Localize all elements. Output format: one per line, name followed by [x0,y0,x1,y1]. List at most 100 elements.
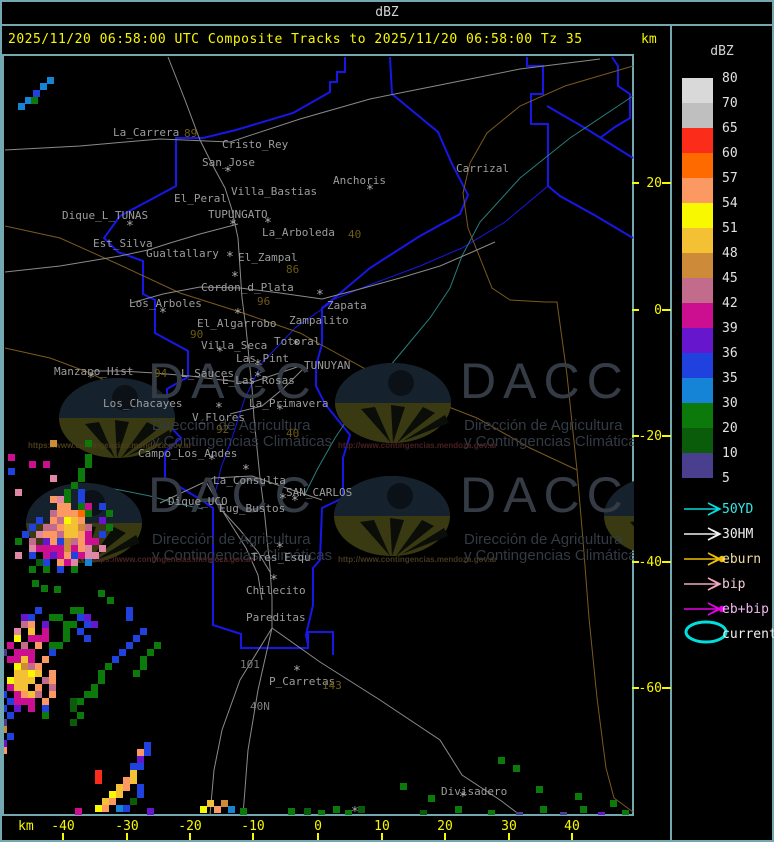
x-tick-label: -20 [178,819,202,834]
radar-echo-cell [288,808,295,815]
radar-echo-cell [8,454,15,461]
radar-echo-cell [116,791,123,798]
radar-echo-cell [29,566,36,573]
scale-value-label: 54 [722,196,738,211]
radar-echo-cell [43,545,50,552]
map-label-town: Campo_Los_Andes [138,447,238,460]
town-asterisk-marker: * [366,183,374,198]
town-asterisk-marker: * [254,370,262,385]
map-label-town: TUNUYAN [304,359,351,372]
map-label-town: Zapata [327,299,367,312]
y-tick-mark [632,435,639,437]
x-tick-label: 0 [314,819,322,834]
radar-echo-cell [99,503,106,510]
radar-echo-cell [57,496,64,503]
radar-echo-cell [54,586,61,593]
scale-value-label: 5 [722,471,730,486]
radar-echo-cell [50,440,57,447]
radar-echo-cell [137,791,144,798]
dacc-watermark-text: DACC [460,467,630,523]
radar-echo-cell [109,791,116,798]
radar-echo-cell [42,656,49,663]
radar-echo-cell [123,777,130,784]
dacc-watermark-text: DACC [148,467,318,523]
radar-echo-cell [21,663,28,670]
radar-echo-cell [130,777,137,784]
scale-value-label: 70 [722,96,738,111]
radar-echo-cell [70,705,77,712]
radar-echo-cell [21,698,28,705]
radar-echo-cell [98,670,105,677]
x-tick-label: 10 [374,819,390,834]
town-asterisk-marker: * [224,165,232,180]
scale-color-block [682,353,713,378]
radar-echo-cell [4,705,7,712]
map-label-town: Los_Arboles [129,297,202,310]
radar-echo-cell [14,684,21,691]
scale-value-label: 35 [722,371,738,386]
scale-color-block [682,78,713,103]
town-asterisk-marker: * [270,573,278,588]
radar-echo-cell [28,705,35,712]
radar-echo-cell [64,510,71,517]
radar-echo-cell [50,524,57,531]
map-label-town: Eug_Bustos [219,502,286,515]
radar-echo-cell [78,475,85,482]
radar-echo-cell [14,635,21,642]
radar-echo-cell [28,656,35,663]
radar-echo-cell [28,614,35,621]
radar-echo-cell [21,621,28,628]
radar-echo-cell [50,531,57,538]
map-label-town: Carrizal [456,162,509,175]
radar-echo-cell [49,670,56,677]
radar-echo-cell [43,461,50,468]
x-tick-mark [508,833,510,840]
radar-echo-cell [43,566,50,573]
radar-echo-cell [240,808,247,815]
radar-echo-cell [50,475,57,482]
scale-color-block [682,178,713,203]
current-cell-ellipse-icon [684,620,728,644]
map-label-town: La_Arboleda [262,226,335,239]
radar-echo-cell [7,656,14,663]
map-label-town: Dique_L_TUNAS [62,209,149,222]
radar-echo-cell [91,691,98,698]
radar-echo-cell [28,621,35,628]
radar-echo-cell [85,510,92,517]
radar-echo-cell [42,628,49,635]
radar-echo-cell [75,808,82,815]
x-tick-label: 30 [501,819,517,834]
town-asterisk-marker: * [226,250,234,265]
radar-echo-cell [137,756,144,763]
radar-echo-cell [47,77,54,84]
radar-echo-cell [35,663,42,670]
radar-echo-cell [63,621,70,628]
scale-color-block [682,253,713,278]
watermark-url-text: http://www.contingencias.mendoza.gov.ar [338,555,498,564]
legend-label-bip: bip [722,577,746,592]
radar-echo-cell [50,496,57,503]
radar-echo-cell [64,496,71,503]
radar-echo-cell [102,798,109,805]
radar-echo-cell [105,663,112,670]
map-label-town: Zampalito [289,314,349,327]
radar-echo-cell [21,691,28,698]
y-tick-label: 0 [654,303,662,318]
radar-echo-cell [49,691,56,698]
radar-echo-cell [14,705,21,712]
radar-echo-cell [64,517,71,524]
dacc-watermark-subtitle: Dirección de Agricultura y Contingencias … [464,531,645,564]
radar-echo-cell [31,97,38,104]
radar-echo-cell [304,808,311,815]
radar-echo-cell [77,698,84,705]
radar-echo-cell [29,538,36,545]
radar-echo-cell [50,510,57,517]
scale-value-label: 80 [722,71,738,86]
map-label-town: V_Flores [192,411,245,424]
radar-echo-cell [70,621,77,628]
y-tick-mark [662,435,671,437]
radar-echo-cell [133,635,140,642]
radar-echo-cell [14,677,21,684]
